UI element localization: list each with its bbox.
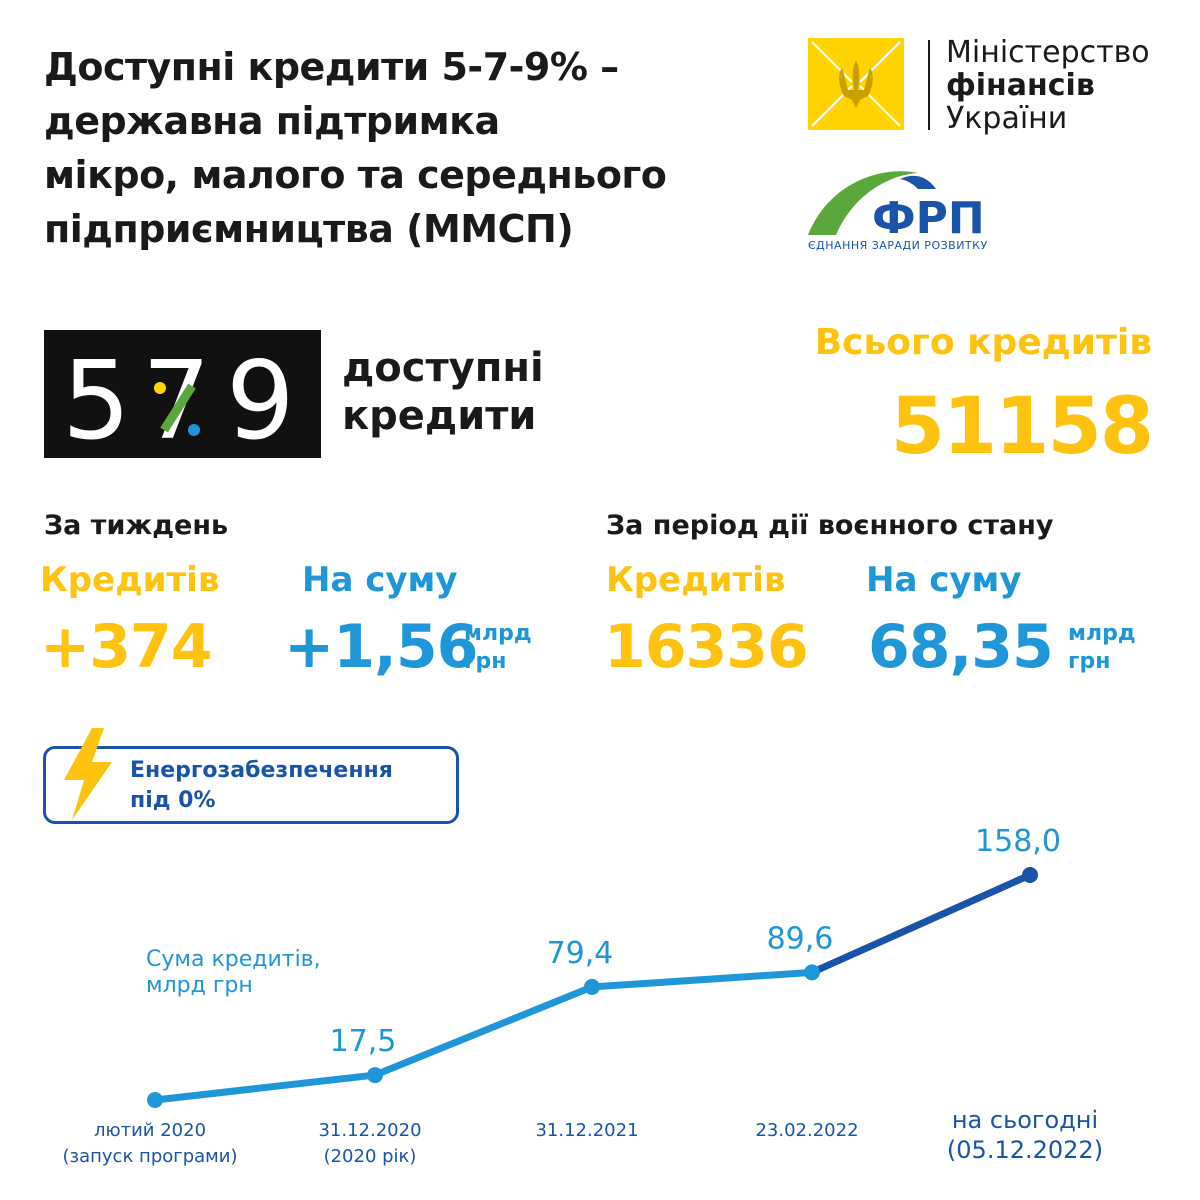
- frp-logo-arc: [808, 171, 936, 235]
- data-point: [804, 964, 820, 981]
- weekly-sum-value: +1,56: [284, 612, 478, 682]
- x-tick-label: (запуск програми): [63, 1146, 238, 1167]
- frp-logo-slogan: ЄДНАННЯ ЗАРАДИ РОЗВИТКУ: [808, 239, 988, 252]
- chart-ylabel-line2: млрд грн: [146, 973, 253, 998]
- x-tick-label: лютий 2020: [94, 1120, 206, 1141]
- data-label: 79,4: [547, 936, 614, 971]
- total-loans-label: Всього кредитів: [814, 322, 1152, 363]
- ministry-line: фінансів: [946, 68, 1095, 103]
- x-tick-label: 23.02.2022: [755, 1120, 858, 1141]
- chart-ylabel-line1: Сума кредитів,: [146, 947, 321, 972]
- title-line: мікро, малого та середнього: [44, 153, 667, 197]
- program-label-line: доступні: [342, 345, 544, 391]
- title-line: Доступні кредити 5-7-9% –: [44, 45, 619, 89]
- unit-line: млрд: [1068, 621, 1136, 646]
- martial-law-sum-unit: млрд грн: [1068, 620, 1136, 676]
- unit-line: грн: [464, 649, 507, 674]
- program-logo-label: доступні кредити: [342, 344, 544, 440]
- data-label: 158,0: [975, 824, 1061, 859]
- martial-law-loans-label: Кредитів: [606, 560, 786, 600]
- program-logo: 5 7 9: [44, 330, 321, 464]
- data-label: 17,5: [330, 1024, 397, 1059]
- unit-line: грн: [1068, 649, 1111, 674]
- logo-dot-yellow: [154, 382, 166, 394]
- series-line-segment: [588, 968, 816, 991]
- data-point: [367, 1067, 383, 1084]
- data-point: [1022, 867, 1038, 883]
- logo-dot-blue: [188, 424, 200, 436]
- energy-badge: [43, 746, 459, 824]
- martial-law-sum-label: На суму: [866, 560, 1022, 600]
- x-tick-label: 31.12.2020: [318, 1120, 421, 1141]
- series-line-segment: [371, 983, 596, 1079]
- data-label: 89,6: [767, 921, 834, 956]
- ministry-logo-emblem: [808, 38, 904, 130]
- series-line-segment: [151, 1071, 379, 1104]
- digit-7: 7: [142, 339, 211, 458]
- weekly-loans-label: Кредитів: [40, 560, 220, 600]
- series-line-segment: [808, 871, 1034, 976]
- logo-slash-green: [160, 383, 196, 433]
- martial-law-sum-value: 68,35: [868, 612, 1054, 682]
- lightning-icon: [64, 728, 112, 820]
- digit-5: 5: [62, 339, 131, 458]
- page-title: Доступні кредити 5-7-9% – державна підтр…: [44, 40, 764, 256]
- trident-icon: [811, 41, 901, 127]
- martial-law-loans-value: 16336: [604, 612, 809, 682]
- program-label-line: кредити: [342, 393, 537, 439]
- logo-divider: [928, 40, 930, 130]
- frp-logo-name: ФРП: [872, 193, 985, 244]
- data-point: [584, 978, 600, 995]
- x-tick-label: на сьогодні: [952, 1106, 1098, 1134]
- x-tick-label: (2020 рік): [324, 1146, 417, 1167]
- data-point: [147, 1092, 163, 1108]
- weekly-sum-unit: млрд грн: [464, 620, 532, 676]
- weekly-sum-label: На суму: [302, 560, 458, 600]
- weekly-heading: За тиждень: [44, 510, 229, 541]
- weekly-loans-value: +374: [40, 612, 213, 682]
- total-loans-value: 51158: [890, 382, 1154, 472]
- unit-line: млрд: [464, 621, 532, 646]
- title-line: державна підтримка: [44, 99, 500, 143]
- x-tick-label: (05.12.2022): [947, 1136, 1103, 1164]
- energy-badge-text: Енергозабезпечення під 0%: [130, 756, 393, 816]
- energy-badge-line: під 0%: [130, 788, 216, 813]
- martial-law-heading: За період дії воєнного стану: [606, 510, 1054, 541]
- ministry-line: України: [946, 101, 1068, 136]
- program-logo-digits: 5 7 9: [62, 339, 295, 464]
- loans-line-chart: Сума кредитів, млрд грн 17,5 79,4 89,6 158,…: [63, 824, 1104, 1167]
- title-line: підприємництва (ММСП): [44, 207, 574, 251]
- ministry-logo-text: Міністерство фінансів України: [946, 36, 1150, 135]
- energy-badge-line: Енергозабезпечення: [130, 758, 393, 783]
- x-tick-label: 31.12.2021: [535, 1120, 638, 1141]
- digit-9: 9: [226, 339, 295, 458]
- ministry-line: Міністерство: [946, 35, 1150, 70]
